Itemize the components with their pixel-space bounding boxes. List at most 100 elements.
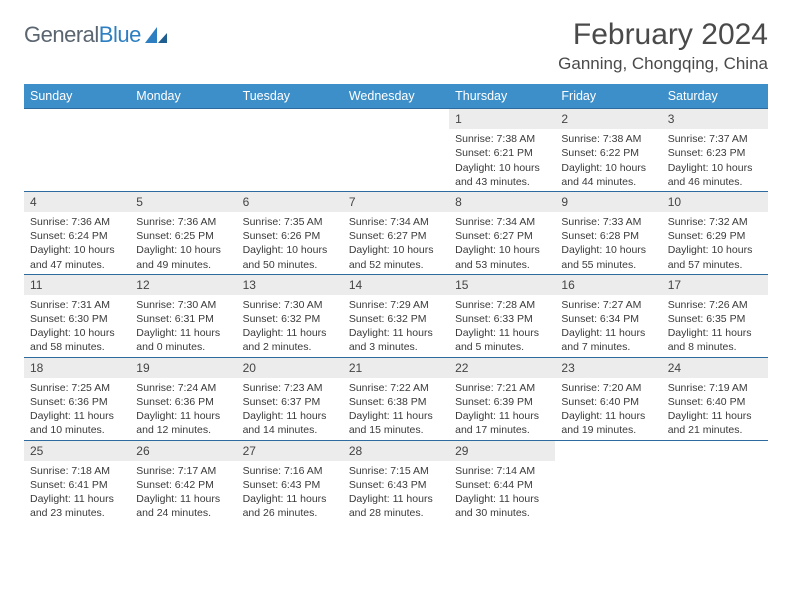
day-daylight1: Daylight: 11 hours [243,409,337,423]
day-sunrise: Sunrise: 7:38 AM [561,132,655,146]
calendar-cell: 5Sunrise: 7:36 AMSunset: 6:25 PMDaylight… [130,191,236,274]
calendar-cell: 28Sunrise: 7:15 AMSunset: 6:43 PMDayligh… [343,440,449,522]
weekday-header: Monday [130,84,236,109]
day-number: 11 [24,275,130,295]
day-daylight1: Daylight: 11 hours [455,326,549,340]
day-daylight1: Daylight: 10 hours [561,161,655,175]
day-sunrise: Sunrise: 7:25 AM [30,381,124,395]
day-number: 10 [662,192,768,212]
day-daylight2: and 24 minutes. [136,506,230,520]
day-daylight2: and 49 minutes. [136,258,230,272]
day-daylight2: and 58 minutes. [30,340,124,354]
day-number: 20 [237,358,343,378]
day-body: Sunrise: 7:34 AMSunset: 6:27 PMDaylight:… [449,212,555,274]
day-body: Sunrise: 7:26 AMSunset: 6:35 PMDaylight:… [662,295,768,357]
day-sunset: Sunset: 6:36 PM [30,395,124,409]
day-sunset: Sunset: 6:40 PM [561,395,655,409]
day-sunset: Sunset: 6:21 PM [455,146,549,160]
day-sunset: Sunset: 6:35 PM [668,312,762,326]
day-daylight2: and 26 minutes. [243,506,337,520]
day-daylight2: and 55 minutes. [561,258,655,272]
day-body: Sunrise: 7:21 AMSunset: 6:39 PMDaylight:… [449,378,555,440]
day-sunset: Sunset: 6:30 PM [30,312,124,326]
day-body: Sunrise: 7:25 AMSunset: 6:36 PMDaylight:… [24,378,130,440]
brand-logo: GeneralBlue [24,18,169,48]
day-number: 7 [343,192,449,212]
day-daylight1: Daylight: 11 hours [561,409,655,423]
day-daylight1: Daylight: 10 hours [668,161,762,175]
day-sunset: Sunset: 6:38 PM [349,395,443,409]
day-body: Sunrise: 7:17 AMSunset: 6:42 PMDaylight:… [130,461,236,523]
day-sunrise: Sunrise: 7:36 AM [136,215,230,229]
day-daylight1: Daylight: 11 hours [349,492,443,506]
day-body: Sunrise: 7:31 AMSunset: 6:30 PMDaylight:… [24,295,130,357]
day-body: Sunrise: 7:37 AMSunset: 6:23 PMDaylight:… [662,129,768,191]
day-daylight2: and 7 minutes. [561,340,655,354]
day-sunset: Sunset: 6:43 PM [349,478,443,492]
day-daylight1: Daylight: 11 hours [30,492,124,506]
day-body: Sunrise: 7:30 AMSunset: 6:32 PMDaylight:… [237,295,343,357]
day-daylight1: Daylight: 10 hours [243,243,337,257]
day-number: 1 [449,109,555,129]
title-block: February 2024 Ganning, Chongqing, China [558,18,768,74]
day-sunrise: Sunrise: 7:16 AM [243,464,337,478]
day-number: 26 [130,441,236,461]
day-daylight2: and 44 minutes. [561,175,655,189]
day-number: 29 [449,441,555,461]
day-daylight2: and 28 minutes. [349,506,443,520]
calendar-week: 25Sunrise: 7:18 AMSunset: 6:41 PMDayligh… [24,440,768,522]
day-daylight1: Daylight: 10 hours [30,326,124,340]
day-sunset: Sunset: 6:37 PM [243,395,337,409]
day-daylight1: Daylight: 11 hours [668,409,762,423]
calendar-cell: 11Sunrise: 7:31 AMSunset: 6:30 PMDayligh… [24,274,130,357]
day-sunrise: Sunrise: 7:23 AM [243,381,337,395]
day-daylight2: and 10 minutes. [30,423,124,437]
day-sunrise: Sunrise: 7:38 AM [455,132,549,146]
weekday-header: Wednesday [343,84,449,109]
day-sunrise: Sunrise: 7:30 AM [243,298,337,312]
day-sunset: Sunset: 6:22 PM [561,146,655,160]
day-daylight1: Daylight: 11 hours [349,409,443,423]
calendar-cell [343,109,449,192]
day-number: 27 [237,441,343,461]
day-sunset: Sunset: 6:31 PM [136,312,230,326]
weekday-header: Saturday [662,84,768,109]
day-daylight2: and 8 minutes. [668,340,762,354]
day-number: 16 [555,275,661,295]
day-number: 12 [130,275,236,295]
day-sunrise: Sunrise: 7:35 AM [243,215,337,229]
day-daylight1: Daylight: 11 hours [455,492,549,506]
day-daylight1: Daylight: 11 hours [243,326,337,340]
day-daylight1: Daylight: 10 hours [30,243,124,257]
calendar-cell: 14Sunrise: 7:29 AMSunset: 6:32 PMDayligh… [343,274,449,357]
day-sunset: Sunset: 6:42 PM [136,478,230,492]
day-body: Sunrise: 7:24 AMSunset: 6:36 PMDaylight:… [130,378,236,440]
day-sunset: Sunset: 6:41 PM [30,478,124,492]
calendar-cell: 26Sunrise: 7:17 AMSunset: 6:42 PMDayligh… [130,440,236,522]
calendar-cell: 18Sunrise: 7:25 AMSunset: 6:36 PMDayligh… [24,357,130,440]
day-number: 25 [24,441,130,461]
day-daylight2: and 30 minutes. [455,506,549,520]
calendar-week: 4Sunrise: 7:36 AMSunset: 6:24 PMDaylight… [24,191,768,274]
day-daylight2: and 57 minutes. [668,258,762,272]
day-daylight2: and 46 minutes. [668,175,762,189]
day-body: Sunrise: 7:15 AMSunset: 6:43 PMDaylight:… [343,461,449,523]
day-sunset: Sunset: 6:39 PM [455,395,549,409]
day-sunset: Sunset: 6:44 PM [455,478,549,492]
day-sunrise: Sunrise: 7:19 AM [668,381,762,395]
weekday-header: Thursday [449,84,555,109]
day-sunset: Sunset: 6:27 PM [349,229,443,243]
brand-name: GeneralBlue [24,22,141,48]
day-number: 2 [555,109,661,129]
day-sunset: Sunset: 6:27 PM [455,229,549,243]
weekday-header: Friday [555,84,661,109]
day-daylight2: and 12 minutes. [136,423,230,437]
day-number: 17 [662,275,768,295]
day-sunset: Sunset: 6:32 PM [349,312,443,326]
day-daylight1: Daylight: 10 hours [136,243,230,257]
day-daylight1: Daylight: 11 hours [136,326,230,340]
day-body: Sunrise: 7:20 AMSunset: 6:40 PMDaylight:… [555,378,661,440]
calendar-cell [662,440,768,522]
day-body: Sunrise: 7:16 AMSunset: 6:43 PMDaylight:… [237,461,343,523]
day-body: Sunrise: 7:38 AMSunset: 6:22 PMDaylight:… [555,129,661,191]
